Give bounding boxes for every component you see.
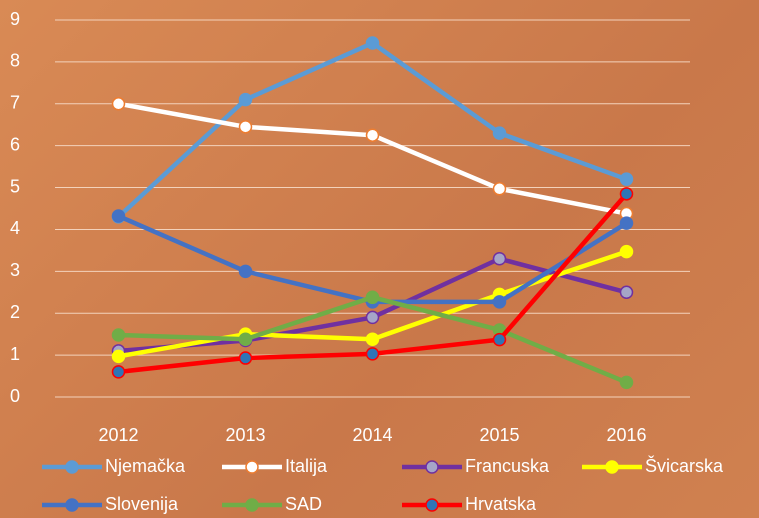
legend-label: Švicarska — [645, 455, 724, 476]
marker — [238, 264, 253, 279]
x-tick-label: 2016 — [606, 425, 646, 445]
legend-marker — [65, 460, 79, 474]
marker — [365, 36, 380, 50]
marker — [365, 290, 380, 305]
marker — [111, 349, 126, 364]
marker — [111, 365, 126, 379]
marker — [111, 97, 126, 111]
marker — [111, 328, 126, 342]
legend-label: Hrvatska — [465, 494, 537, 514]
x-tick-label: 2013 — [225, 425, 265, 445]
legend-label: Italija — [285, 456, 328, 476]
y-tick-label: 8 — [10, 51, 20, 71]
legend-label: SAD — [285, 494, 322, 514]
legend-marker — [605, 460, 619, 474]
x-tick-label: 2012 — [98, 425, 138, 445]
legend-marker — [245, 460, 259, 474]
x-tick-label: 2015 — [479, 425, 519, 445]
marker — [619, 375, 634, 390]
x-tick-label: 2014 — [352, 425, 392, 445]
y-tick-label: 9 — [10, 9, 20, 29]
legend-marker — [425, 460, 439, 474]
marker — [238, 92, 253, 107]
series-line — [118, 101, 627, 216]
series-line — [117, 213, 628, 305]
marker — [492, 295, 507, 309]
marker — [111, 209, 126, 223]
marker — [365, 128, 380, 142]
legend-label: Francuska — [465, 456, 550, 476]
y-tick-label: 1 — [10, 344, 20, 364]
y-tick-label: 0 — [10, 386, 20, 406]
y-tick-label: 5 — [10, 176, 20, 196]
marker — [365, 347, 380, 361]
y-tick-label: 4 — [10, 218, 20, 238]
y-tick-label: 2 — [10, 302, 20, 322]
marker — [238, 120, 253, 134]
marker — [619, 244, 634, 259]
y-tick-label: 3 — [10, 260, 20, 280]
y-tick-label: 7 — [10, 93, 20, 113]
marker — [619, 216, 634, 230]
marker — [492, 182, 507, 196]
marker — [365, 310, 380, 325]
marker — [365, 332, 380, 346]
marker — [492, 126, 507, 140]
legend-marker — [245, 498, 259, 512]
marker — [238, 351, 253, 365]
marker — [619, 172, 634, 186]
legend-marker — [65, 498, 79, 512]
marker — [619, 285, 634, 300]
marker — [619, 187, 634, 201]
marker — [492, 332, 507, 347]
y-tick-label: 6 — [10, 134, 20, 154]
legend-label: Slovenija — [105, 494, 179, 514]
marker — [492, 252, 507, 266]
marker — [238, 332, 253, 346]
legend-marker — [425, 498, 439, 512]
legend-label: Njemačka — [105, 456, 186, 476]
